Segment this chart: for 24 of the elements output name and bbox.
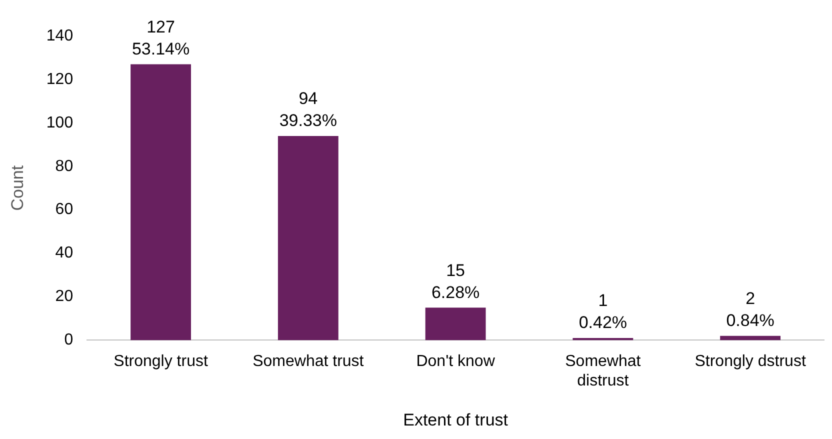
x-tick-label: Strongly trust — [114, 353, 208, 370]
x-tick-label: Don't know — [416, 353, 496, 370]
y-tick-label: 120 — [46, 70, 74, 88]
x-tick-label: Strongly dstrust — [694, 353, 806, 370]
x-tick-label: Somewhat trust — [252, 353, 364, 370]
data-label: 127 53.14% — [132, 17, 190, 58]
data-label: 94 39.33% — [279, 89, 338, 130]
y-axis-title: Count — [8, 165, 27, 211]
data-label: 15 6.28% — [431, 260, 480, 302]
data-label: 2 0.84% — [726, 289, 774, 330]
y-tick-label: 0 — [64, 332, 74, 349]
bar — [425, 308, 486, 340]
data-label: 1 0.42% — [578, 291, 628, 332]
y-tick-label: 100 — [46, 114, 74, 132]
y-tick-label: 20 — [55, 288, 74, 306]
x-tick-label: Somewhat distrust — [565, 353, 642, 390]
bar — [130, 64, 191, 340]
y-tick-label: 40 — [55, 244, 74, 262]
x-axis-title: Extent of trust — [403, 410, 508, 430]
bar — [720, 336, 781, 340]
y-tick-label: 60 — [55, 201, 74, 218]
bar — [278, 136, 338, 340]
y-tick-label: 140 — [46, 27, 74, 44]
y-tick-label: 80 — [55, 158, 74, 175]
